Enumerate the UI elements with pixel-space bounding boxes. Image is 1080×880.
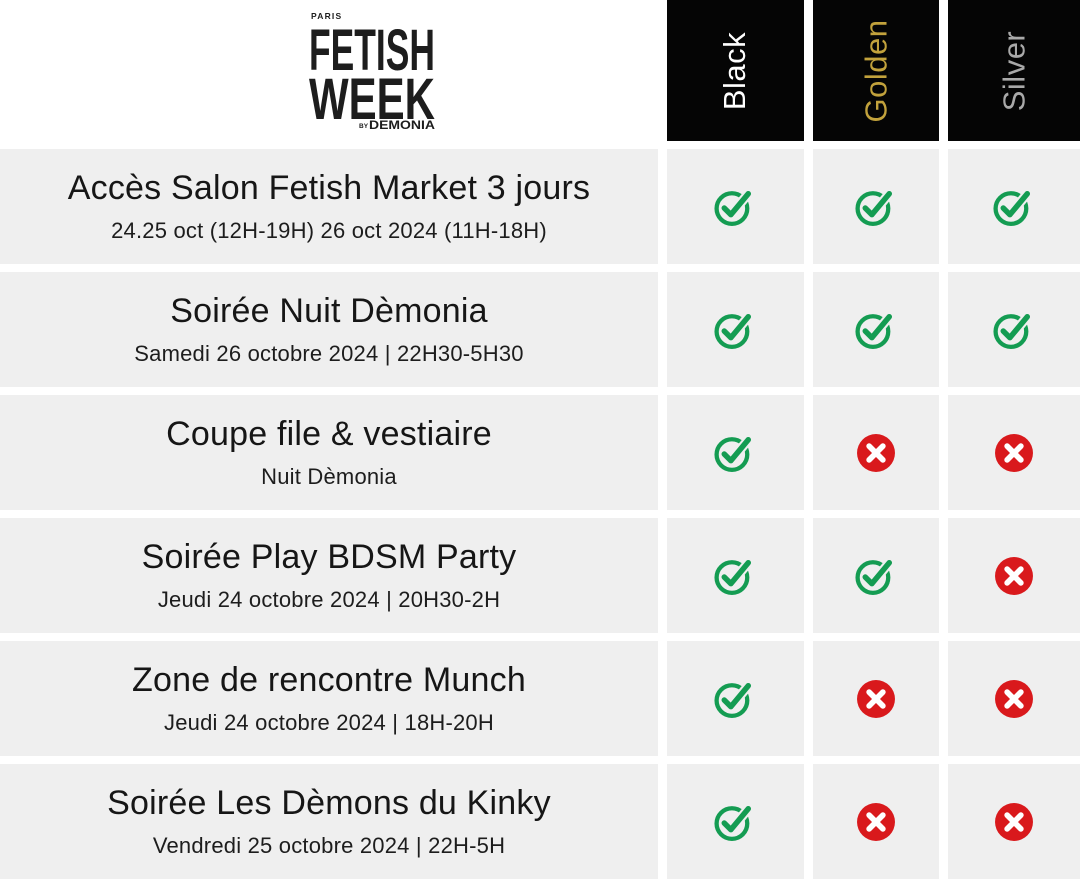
check-circle-icon — [714, 188, 754, 227]
fetish-week-logo-graphic: PARIS FETISH WEEK BY DEMONIA — [309, 11, 435, 132]
logo-cell: PARIS FETISH WEEK BY DEMONIA — [0, 0, 658, 141]
event-title: Zone de rencontre Munch — [132, 661, 526, 700]
event-label-cell: Zone de rencontre Munch Jeudi 24 octobre… — [0, 641, 658, 756]
tier-header-golden: Golden — [813, 0, 939, 141]
check-circle-icon — [714, 434, 754, 473]
access-golden-excluded — [813, 395, 939, 510]
access-black-included — [667, 764, 804, 879]
event-title: Soirée Les Dèmons du Kinky — [107, 784, 551, 823]
check-circle-icon — [992, 311, 1032, 350]
access-golden-included — [813, 149, 939, 264]
tier-header-silver: Silver — [948, 0, 1080, 141]
access-golden-excluded — [813, 764, 939, 879]
event-label-cell: Soirée Les Dèmons du Kinky Vendredi 25 o… — [0, 764, 658, 879]
event-subtitle: Jeudi 24 octobre 2024 | 18H-20H — [164, 709, 494, 735]
event-title: Soirée Nuit Dèmonia — [170, 292, 488, 331]
event-subtitle: Samedi 26 octobre 2024 | 22H30-5H30 — [134, 340, 524, 366]
logo-city-text: PARIS — [311, 11, 342, 21]
access-black-included — [667, 395, 804, 510]
check-circle-icon — [714, 557, 754, 596]
event-subtitle: Vendredi 25 octobre 2024 | 22H-5H — [152, 832, 506, 858]
check-circle-icon — [714, 311, 754, 350]
event-title: Soirée Play BDSM Party — [141, 538, 517, 577]
logo-line1-text: FETISH — [309, 18, 435, 83]
access-golden-included — [813, 518, 939, 633]
event-title: Coupe file & vestiaire — [166, 415, 492, 454]
access-silver-excluded — [948, 518, 1080, 633]
access-silver-included — [948, 149, 1080, 264]
check-circle-icon — [992, 188, 1032, 227]
check-circle-icon — [854, 188, 894, 227]
access-silver-included — [948, 272, 1080, 387]
fetish-week-logo: PARIS FETISH WEEK BY DEMONIA — [296, 6, 448, 135]
logo-byline-prefix: BY — [359, 123, 369, 130]
tier-label-silver: Silver — [995, 30, 1031, 111]
check-circle-icon — [854, 557, 894, 596]
cross-circle-icon — [857, 802, 895, 841]
event-subtitle: 24.25 oct (12H-19H) 26 oct 2024 (11H-18H… — [111, 217, 547, 243]
access-golden-included — [813, 272, 939, 387]
access-silver-excluded — [948, 641, 1080, 756]
event-label-cell: Soirée Nuit Dèmonia Samedi 26 octobre 20… — [0, 272, 658, 387]
check-circle-icon — [714, 803, 754, 842]
event-label-cell: Coupe file & vestiaire Nuit Dèmonia — [0, 395, 658, 510]
cross-circle-icon — [995, 679, 1033, 718]
tier-header-black: Black — [667, 0, 804, 141]
tier-label-golden: Golden — [858, 19, 893, 122]
cross-circle-icon — [995, 433, 1033, 472]
access-black-included — [667, 518, 804, 633]
access-silver-excluded — [948, 764, 1080, 879]
event-label-cell: Accès Salon Fetish Market 3 jours 24.25 … — [0, 149, 658, 264]
access-black-included — [667, 641, 804, 756]
check-circle-icon — [854, 311, 894, 350]
event-subtitle: Jeudi 24 octobre 2024 | 20H30-2H — [157, 586, 501, 612]
logo-byline-brand: DEMONIA — [369, 120, 435, 130]
cross-circle-icon — [995, 556, 1033, 595]
access-golden-excluded — [813, 641, 939, 756]
check-circle-icon — [714, 680, 754, 719]
event-subtitle: Nuit Dèmonia — [261, 463, 397, 489]
cross-circle-icon — [857, 433, 895, 472]
access-black-included — [667, 149, 804, 264]
access-silver-excluded — [948, 395, 1080, 510]
event-title: Accès Salon Fetish Market 3 jours — [67, 169, 591, 208]
tier-label-black: Black — [717, 31, 753, 110]
logo-line2-text: WEEK — [309, 67, 435, 130]
event-label-cell: Soirée Play BDSM Party Jeudi 24 octobre … — [0, 518, 658, 633]
cross-circle-icon — [995, 802, 1033, 841]
access-black-included — [667, 272, 804, 387]
cross-circle-icon — [857, 679, 895, 718]
